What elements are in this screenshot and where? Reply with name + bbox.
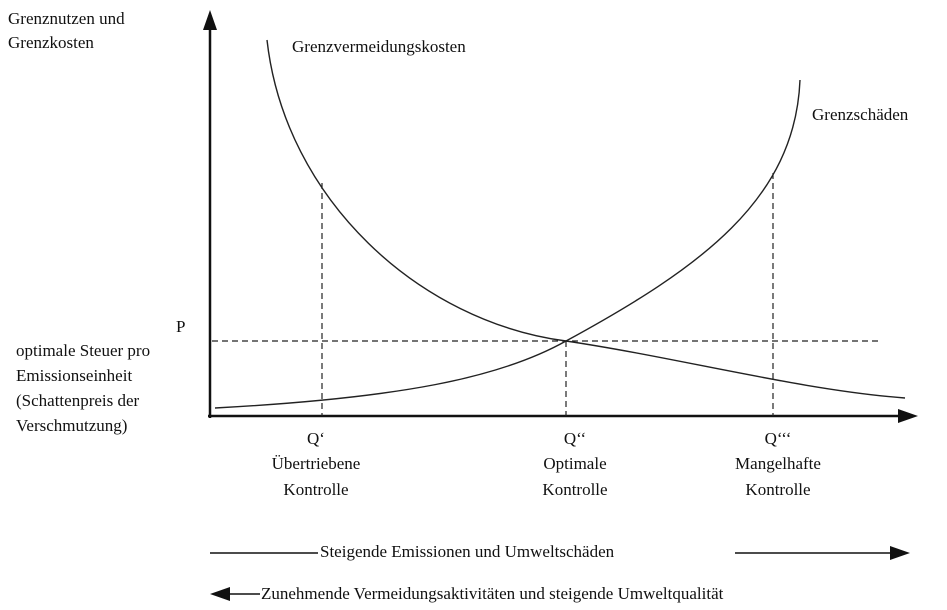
quantity-description: Kontrolle <box>745 480 810 499</box>
price-label: P <box>176 317 185 336</box>
quantity-description: Optimale <box>543 454 606 473</box>
curve-label: Grenzvermeidungskosten <box>292 37 466 56</box>
price-description: Emissionseinheit <box>16 366 132 385</box>
arrow-label: Steigende Emissionen und Umweltschäden <box>320 542 615 561</box>
curve-label: Grenzschäden <box>812 105 909 124</box>
price-description: (Schattenpreis der <box>16 391 140 410</box>
y-axis-label: Grenznutzen und <box>8 9 125 28</box>
abatement-curve <box>266 39 906 399</box>
quantity-description: Kontrolle <box>283 480 348 499</box>
arrowhead <box>210 587 230 601</box>
x-arrowhead <box>898 409 918 423</box>
quantity-label: Q‘‘ <box>564 429 586 448</box>
price-description: Verschmutzung) <box>16 416 127 435</box>
quantity-description: Mangelhafte <box>735 454 821 473</box>
y-axis-label: Grenzkosten <box>8 33 94 52</box>
quantity-description: Kontrolle <box>542 480 607 499</box>
quantity-description: Übertriebene <box>272 454 361 473</box>
quantity-label: Q‘ <box>307 429 325 448</box>
arrowhead <box>890 546 910 560</box>
quantity-label: Q‘‘‘ <box>765 429 792 448</box>
damage-curve <box>214 79 801 409</box>
y-arrowhead <box>203 10 217 30</box>
price-description: optimale Steuer pro <box>16 341 150 360</box>
arrow-label: Zunehmende Vermeidungsaktivitäten und st… <box>261 584 724 603</box>
